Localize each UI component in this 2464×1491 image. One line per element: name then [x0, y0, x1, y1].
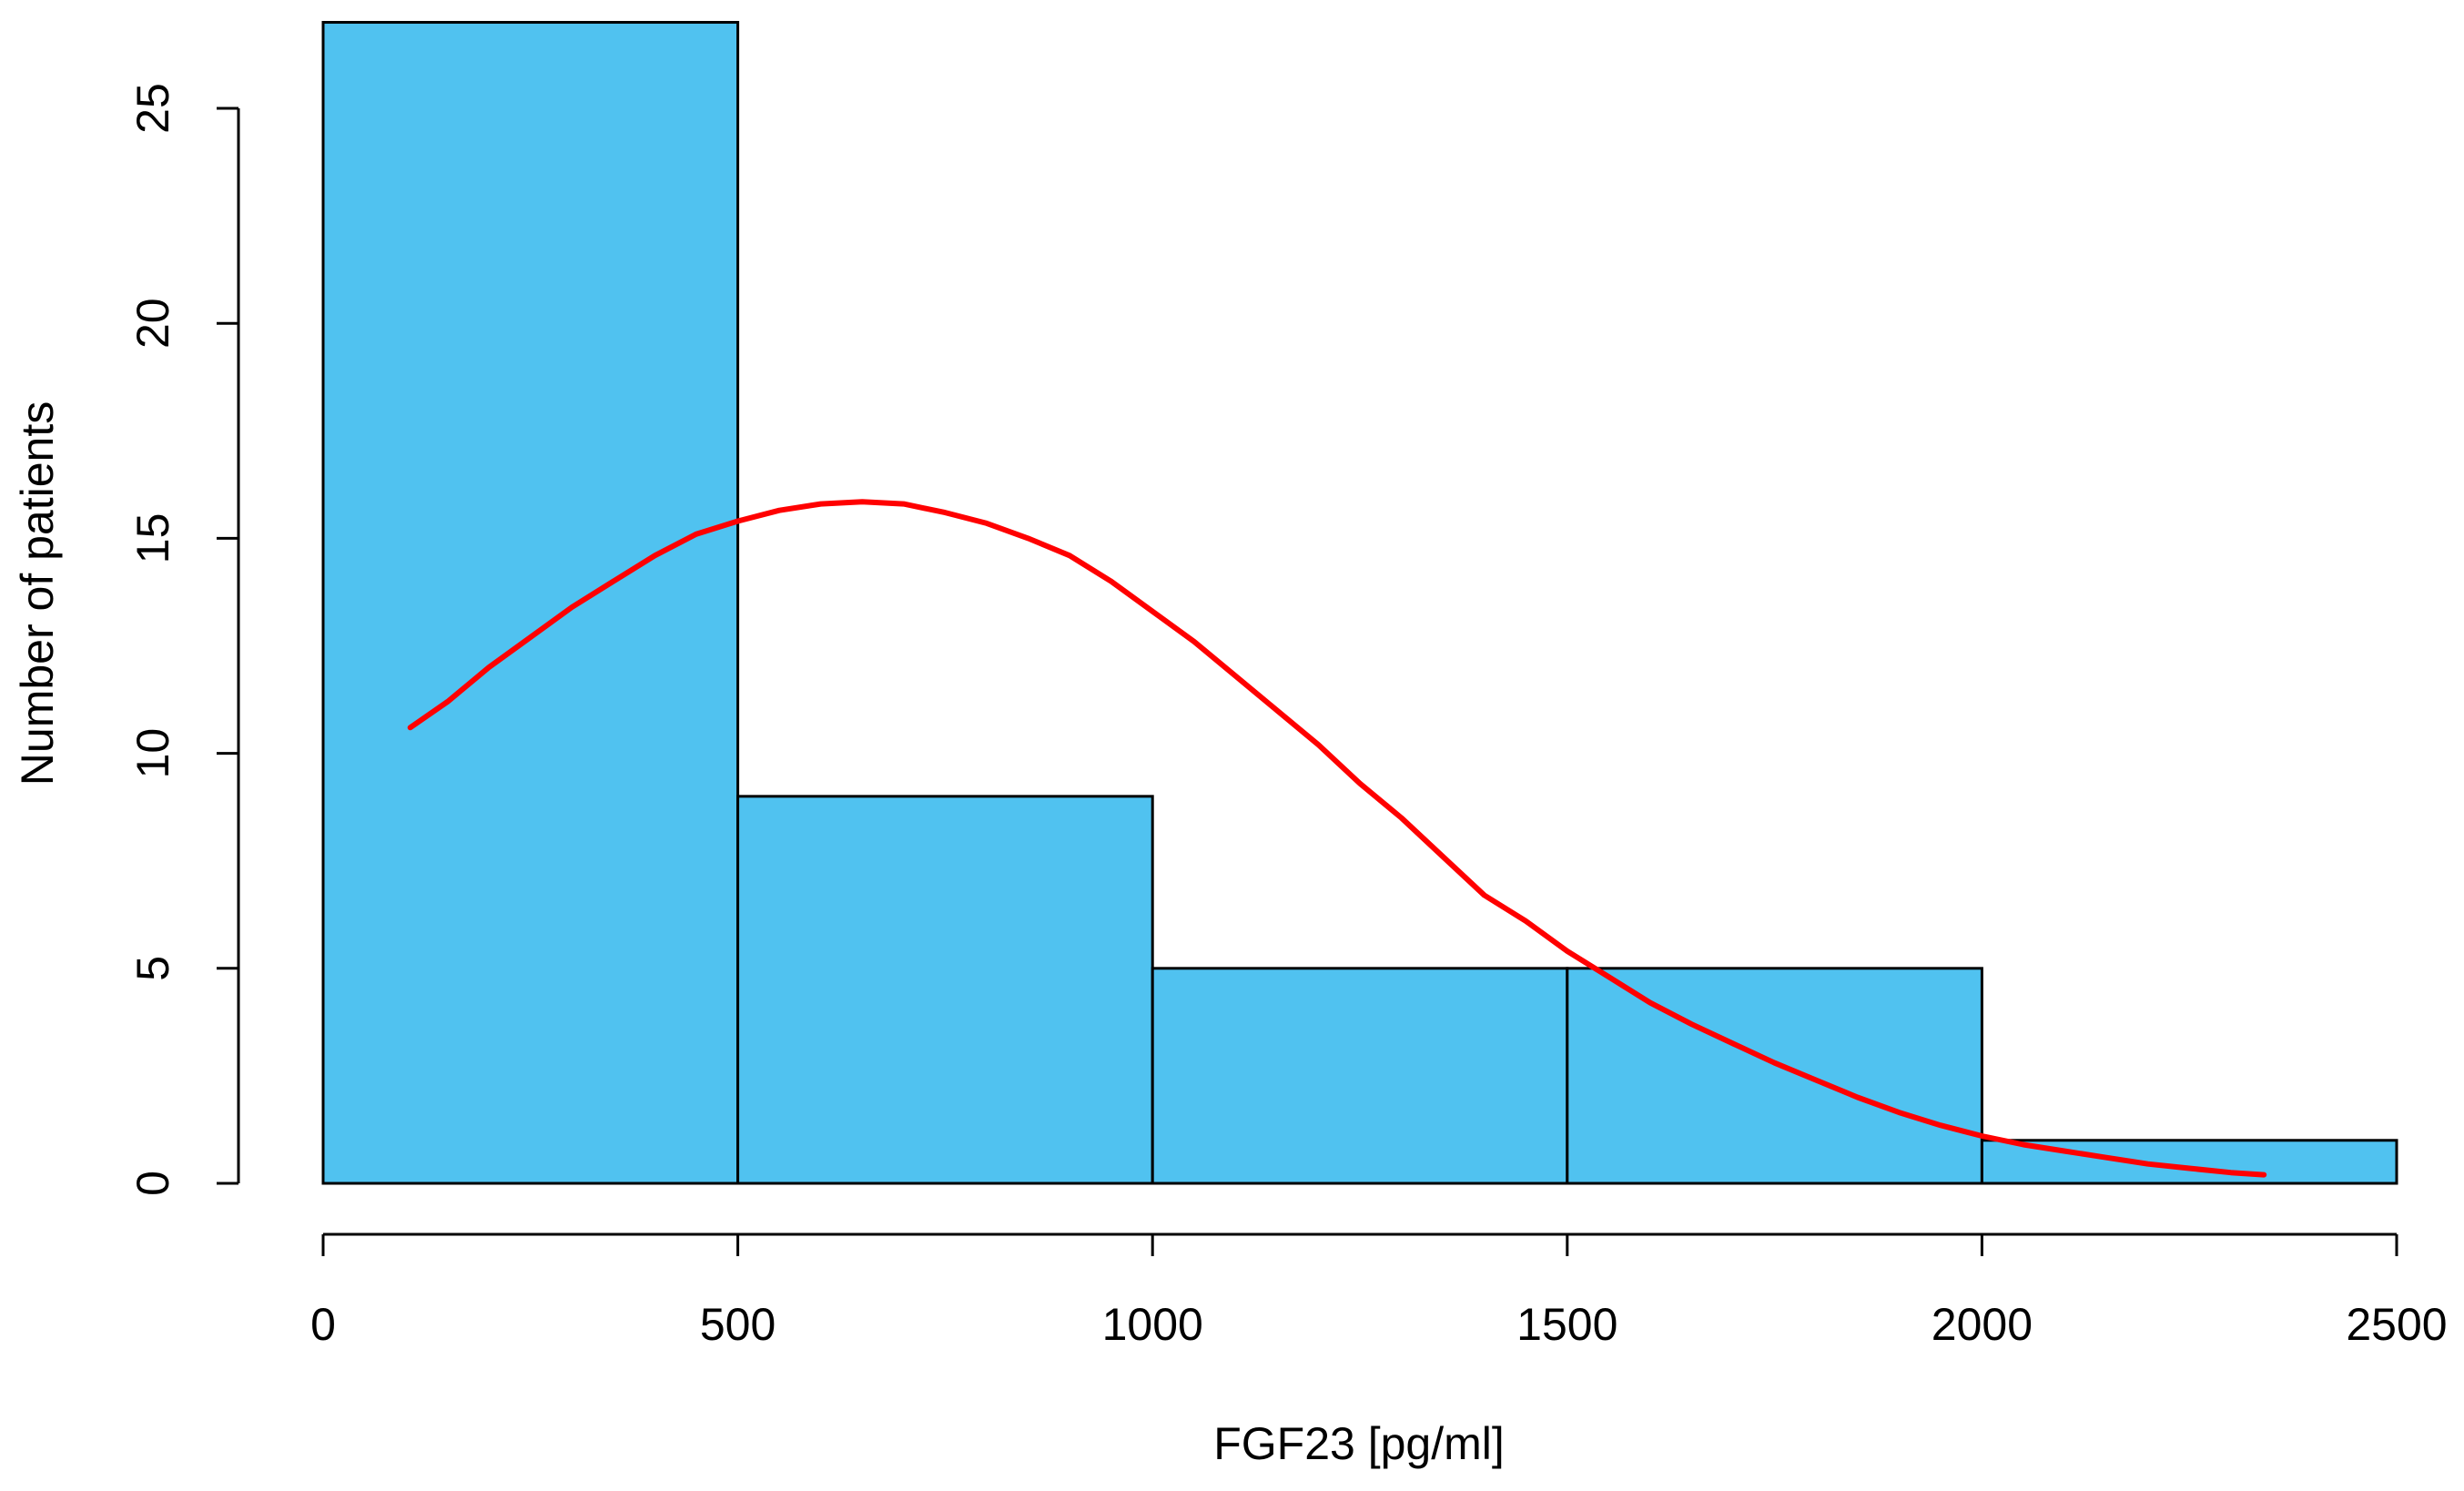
x-tick-label: 1500	[1516, 1299, 1617, 1350]
histogram-bar-2	[736, 795, 1154, 1185]
y-tick-label: 0	[127, 1171, 178, 1196]
density-curve	[407, 499, 2267, 1178]
y-tick-label: 5	[127, 956, 178, 981]
x-tick-label: 500	[700, 1299, 776, 1350]
y-tick-label: 20	[127, 298, 178, 349]
y-tick-label: 25	[127, 83, 178, 134]
x-tick-label: 1000	[1102, 1299, 1203, 1350]
histogram-bars	[321, 21, 2398, 1185]
histogram-bar-4	[1566, 967, 1983, 1185]
histogram-bar-1	[321, 21, 740, 1185]
y-axis-label: Number of patients	[12, 401, 63, 786]
x-axis: 0 500 1000 1500 2000 2500	[310, 1232, 2448, 1350]
y-tick-label: 15	[127, 513, 178, 564]
y-tick-label: 10	[127, 728, 178, 779]
histogram-bar-3	[1151, 967, 1569, 1185]
x-tick-label: 2000	[1932, 1299, 2033, 1350]
y-axis: 0 5 10 15 20 25	[127, 83, 240, 1196]
x-tick-label: 2500	[2346, 1299, 2447, 1350]
x-tick-label: 0	[310, 1299, 336, 1350]
x-axis-label: FGF23 [pg/ml]	[1213, 1418, 1505, 1469]
